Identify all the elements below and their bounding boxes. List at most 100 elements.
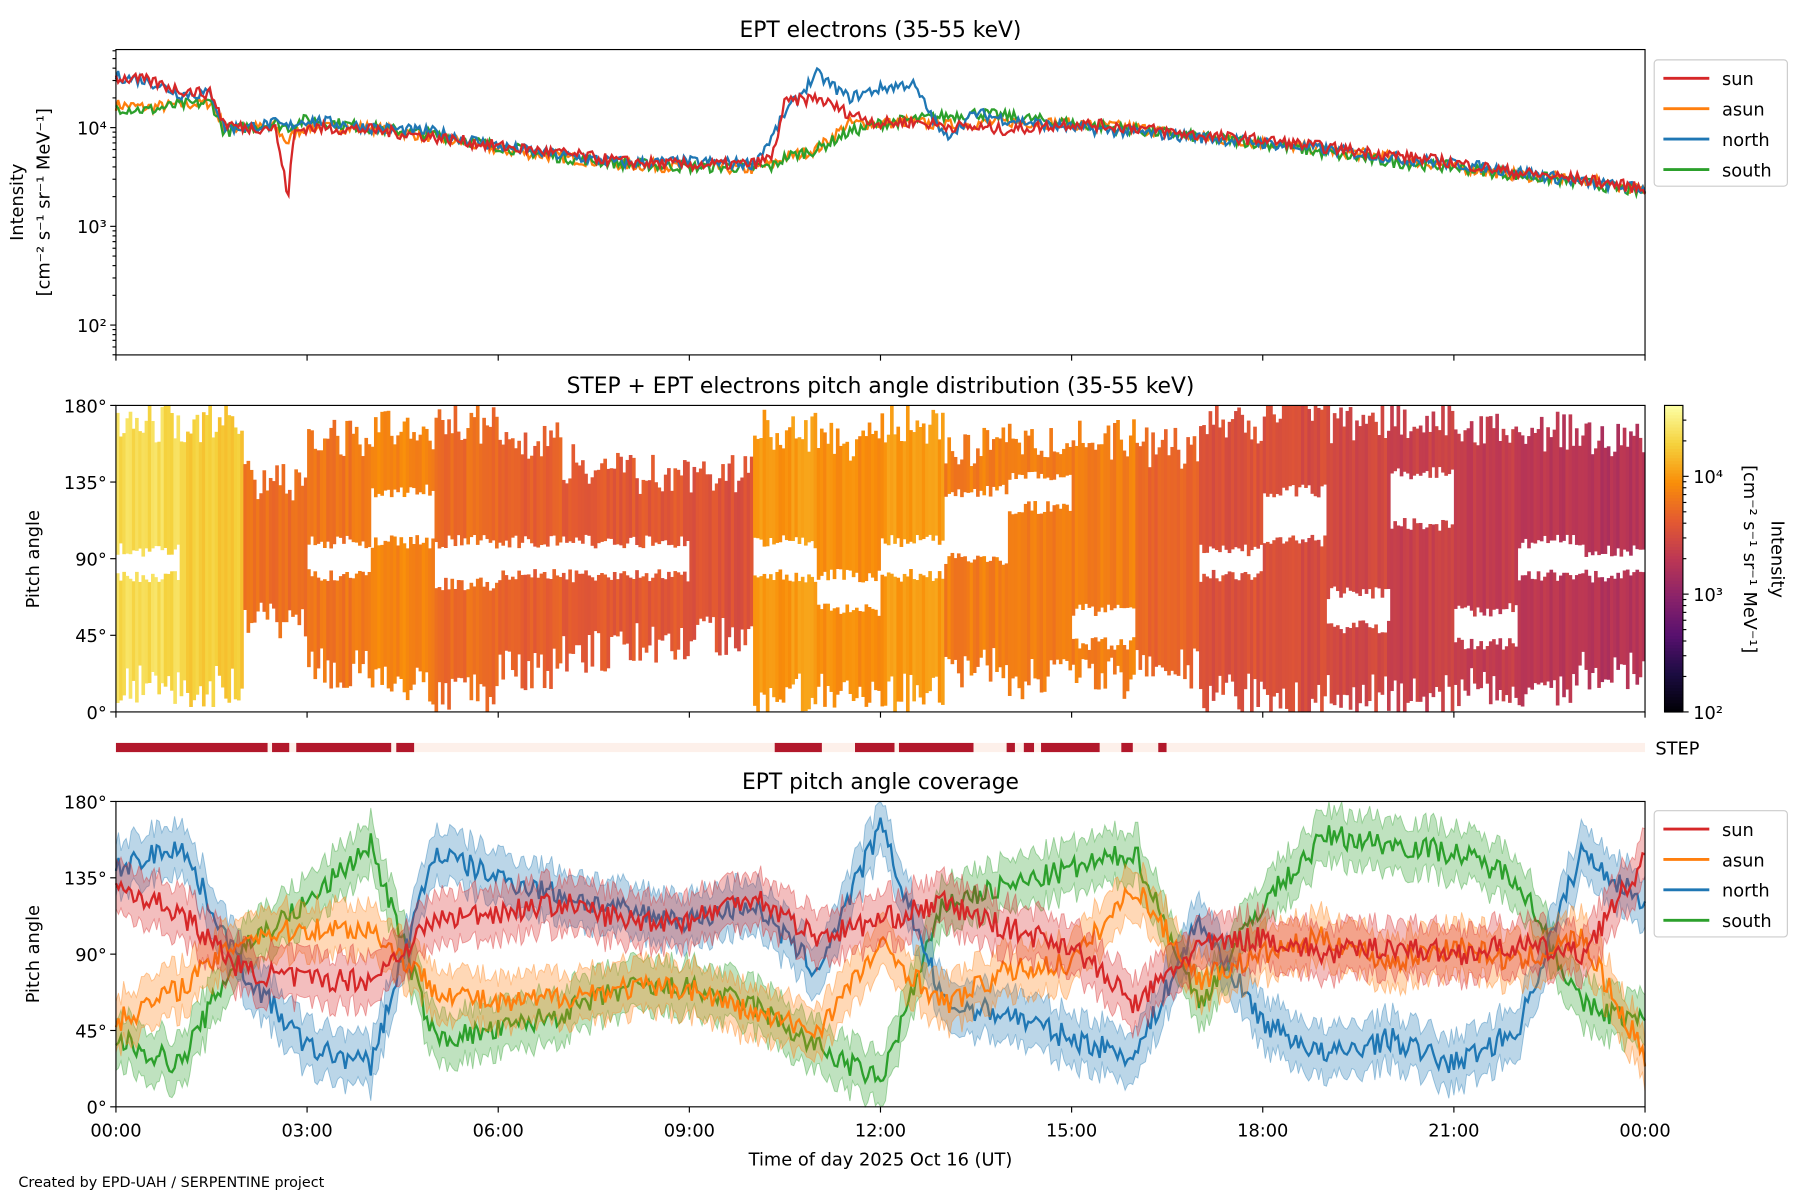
- heatmap-cell: [418, 544, 423, 672]
- heatmap-cell: [963, 556, 967, 657]
- y-tick-label: 0°: [87, 703, 107, 724]
- heatmap-cell: [1415, 428, 1420, 474]
- colorbar-segment: [1664, 650, 1683, 655]
- heatmap-cell: [1199, 426, 1203, 545]
- heatmap-cell: [1463, 649, 1468, 691]
- heatmap-cell: [1214, 578, 1219, 693]
- heatmap-cell: [1278, 418, 1283, 496]
- colorbar-segment: [1664, 567, 1683, 572]
- colorbar-segment: [1664, 574, 1683, 578]
- heatmap-cell: [1103, 637, 1108, 689]
- heatmap-cell: [832, 608, 837, 708]
- heatmap-cell: [1574, 428, 1579, 545]
- heatmap-cell: [934, 413, 939, 536]
- heatmap-cell: [1597, 577, 1601, 688]
- heatmap-cell: [698, 468, 703, 619]
- heatmap-cell: [348, 577, 353, 687]
- heatmap-cell: [265, 490, 270, 620]
- heatmap-cell: [1288, 537, 1292, 712]
- heatmap-cell: [1097, 641, 1101, 690]
- heatmap-cell: [1371, 628, 1375, 675]
- heatmap-cell: [772, 449, 776, 545]
- colorbar-segment: [1664, 451, 1683, 456]
- colorbar-segment: [1664, 583, 1683, 587]
- heatmap-cell: [354, 426, 359, 543]
- colorbar-segment: [1664, 420, 1683, 425]
- heatmap-cell: [1546, 427, 1550, 544]
- heatmap-cell: [176, 415, 181, 545]
- heatmap-cell: [1460, 639, 1464, 680]
- heatmap-cell: [240, 430, 244, 689]
- legend-label-south: south: [1722, 160, 1772, 181]
- colorbar-segment: [1664, 616, 1683, 621]
- step-on-interval: [1041, 742, 1100, 753]
- colorbar-segment: [1664, 659, 1683, 664]
- heatmap-cell: [1074, 445, 1079, 609]
- colorbar-segment: [1664, 702, 1683, 707]
- heatmap-cell: [925, 443, 929, 537]
- colorbar-segment: [1664, 656, 1683, 661]
- colorbar-segment: [1664, 408, 1683, 413]
- heatmap-cell: [1205, 576, 1210, 712]
- footer-credit: Created by EPD-UAH / SERPENTINE project: [18, 1175, 324, 1191]
- heatmap-cell: [1310, 534, 1315, 699]
- heatmap-cell: [546, 446, 550, 547]
- heatmap-cell: [367, 444, 372, 548]
- heatmap-cell: [1396, 405, 1401, 469]
- heatmap-cell: [1619, 445, 1624, 557]
- heatmap-cell: [590, 577, 595, 667]
- heatmap-cell: [409, 536, 413, 691]
- heatmap-cell: [1007, 423, 1012, 480]
- heatmap-cell: [1434, 524, 1439, 688]
- heatmap-cell: [498, 439, 502, 543]
- series-line-sun: [114, 71, 1647, 200]
- heatmap-cell: [657, 569, 662, 640]
- heatmap-cell: [1017, 512, 1022, 689]
- colorbar-segment: [1664, 515, 1683, 520]
- heatmap-cell: [335, 580, 340, 688]
- heatmap-cell: [405, 548, 410, 701]
- heatmap-cell: [1262, 416, 1267, 494]
- heatmap-cell: [163, 573, 168, 687]
- heatmap-cell: [743, 456, 748, 646]
- heatmap-cell: [1457, 433, 1461, 606]
- heatmap-cell: [1001, 564, 1006, 679]
- heatmap-cell: [1237, 407, 1241, 549]
- heatmap-cell: [1638, 571, 1643, 678]
- heatmap-cell: [851, 610, 856, 702]
- heatmap-cell: [1402, 518, 1407, 712]
- heatmap-cell: [122, 571, 126, 696]
- colorbar-segment: [1664, 411, 1683, 416]
- colorbar-segment: [1664, 423, 1683, 428]
- heatmap-cell: [1606, 446, 1611, 546]
- heatmap-cell: [826, 443, 830, 581]
- legend-box: [1653, 810, 1788, 938]
- heatmap-cell: [1460, 441, 1464, 609]
- heatmap-cell: [1316, 539, 1321, 685]
- heatmap-cell: [855, 607, 859, 699]
- heatmap-cell: [998, 560, 1002, 668]
- heatmap-cell: [128, 411, 133, 555]
- colorbar-segment: [1664, 503, 1683, 508]
- heatmap-cell: [466, 428, 470, 545]
- heatmap-cell: [1409, 529, 1413, 702]
- colorbar-segment: [1664, 512, 1683, 517]
- heatmap-cell: [1138, 446, 1143, 670]
- heatmap-cell: [1090, 442, 1095, 607]
- step-on-interval: [272, 742, 290, 753]
- heatmap-cell: [864, 436, 869, 582]
- heatmap-cell: [988, 560, 993, 682]
- heatmap-cell: [985, 430, 990, 487]
- heatmap-cell: [1565, 449, 1570, 535]
- heatmap-cell: [399, 431, 404, 488]
- heatmap-cell: [119, 436, 123, 544]
- colorbar-segment: [1664, 552, 1683, 557]
- heatmap-cell: [1393, 426, 1397, 472]
- heatmap-cell: [568, 569, 572, 654]
- heatmap-cell: [702, 461, 706, 622]
- heatmap-cell: [667, 468, 671, 546]
- heatmap-cell: [1450, 524, 1455, 712]
- heatmap-cell: [740, 477, 744, 630]
- heatmap-cell: [590, 477, 595, 546]
- heatmap-cell: [1616, 423, 1620, 549]
